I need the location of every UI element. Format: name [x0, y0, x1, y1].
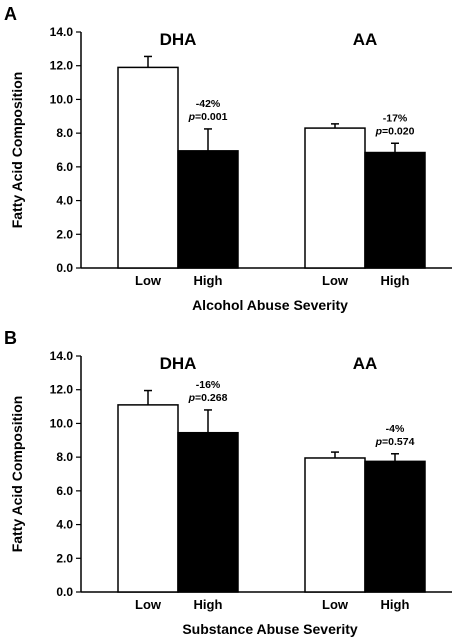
- annotation-p-number: =0.001: [195, 111, 228, 123]
- annotation-change: -4%: [386, 423, 405, 435]
- y-tick-label: 10.0: [50, 416, 74, 430]
- annotation-p-number: =0.020: [382, 125, 415, 137]
- annotation-change: -17%: [383, 112, 408, 124]
- y-tick-label: 14.0: [50, 349, 74, 363]
- bar: [364, 460, 426, 593]
- annotation-p-value: p=0.268: [188, 392, 228, 404]
- bar: [364, 151, 426, 269]
- annotation-p-value: p=0.020: [375, 125, 415, 137]
- y-tick-label: 2.0: [56, 227, 73, 241]
- bar: [117, 66, 179, 269]
- group-label: AA: [353, 354, 378, 373]
- annotation-change: -16%: [196, 379, 221, 391]
- annotation-p-label: p: [375, 125, 383, 137]
- y-tick-label: 0.0: [56, 261, 73, 275]
- y-tick-label: 8.0: [56, 450, 73, 464]
- bar: [304, 127, 366, 269]
- bar: [177, 431, 239, 593]
- chart-panel-a: A 0.0 2.0 4.0 6.0 8.0 10.0 12.0 14.0 Fatty Acid C…: [4, 4, 452, 313]
- y-tick-label: 12.0: [50, 383, 74, 397]
- group-label: DHA: [160, 354, 197, 373]
- annotation-p-number: =0.574: [382, 436, 415, 448]
- annotation-p-number: =0.268: [195, 392, 228, 404]
- y-tick-label: 10.0: [50, 92, 74, 106]
- y-tick-label: 4.0: [56, 518, 73, 532]
- x-axis-title: Alcohol Abuse Severity: [192, 297, 348, 313]
- y-tick-label: 14.0: [50, 25, 74, 39]
- group-label: DHA: [160, 30, 197, 49]
- x-category-label: Low: [135, 597, 162, 612]
- panel-letter: B: [4, 328, 17, 348]
- y-axis-title: Fatty Acid Composition: [9, 72, 25, 229]
- annotation-p-value: p=0.001: [188, 111, 228, 123]
- bar: [304, 457, 366, 593]
- y-tick-label: 6.0: [56, 484, 73, 498]
- annotation-p-label: p: [188, 392, 196, 404]
- y-axis-title: Fatty Acid Composition: [9, 396, 25, 553]
- panel-letter: A: [4, 4, 17, 24]
- y-tick-label: 8.0: [56, 126, 73, 140]
- x-category-label: High: [194, 273, 223, 288]
- chart-panel-b: B 0.0 2.0 4.0 6.0 8.0 10.0 12.0 14.0 Fatty Acid C…: [4, 328, 452, 637]
- x-axis-title: Substance Abuse Severity: [182, 621, 358, 637]
- annotation-change: -42%: [196, 98, 221, 110]
- y-tick-label: 6.0: [56, 160, 73, 174]
- annotation-p-value: p=0.574: [375, 436, 415, 448]
- y-tick-label: 2.0: [56, 551, 73, 565]
- group-label: AA: [353, 30, 378, 49]
- bar: [117, 404, 179, 593]
- y-tick-label: 0.0: [56, 585, 73, 599]
- x-category-label: High: [194, 597, 223, 612]
- y-tick-label: 4.0: [56, 194, 73, 208]
- x-category-label: High: [381, 597, 410, 612]
- x-category-label: Low: [322, 597, 349, 612]
- annotation-p-label: p: [188, 111, 196, 123]
- y-tick-label: 12.0: [50, 59, 74, 73]
- bar: [177, 150, 239, 269]
- annotation-p-label: p: [375, 436, 383, 448]
- x-category-label: Low: [322, 273, 349, 288]
- x-category-label: High: [381, 273, 410, 288]
- x-category-label: Low: [135, 273, 162, 288]
